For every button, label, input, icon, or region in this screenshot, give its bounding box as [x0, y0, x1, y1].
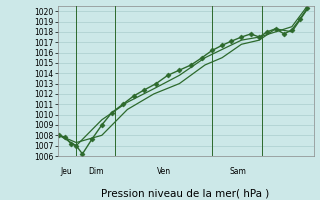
Text: Ven: Ven	[157, 166, 171, 176]
Text: Jeu: Jeu	[60, 166, 72, 176]
Text: Dim: Dim	[88, 166, 103, 176]
Text: Pression niveau de la mer( hPa ): Pression niveau de la mer( hPa )	[101, 189, 270, 199]
Text: Sam: Sam	[229, 166, 246, 176]
